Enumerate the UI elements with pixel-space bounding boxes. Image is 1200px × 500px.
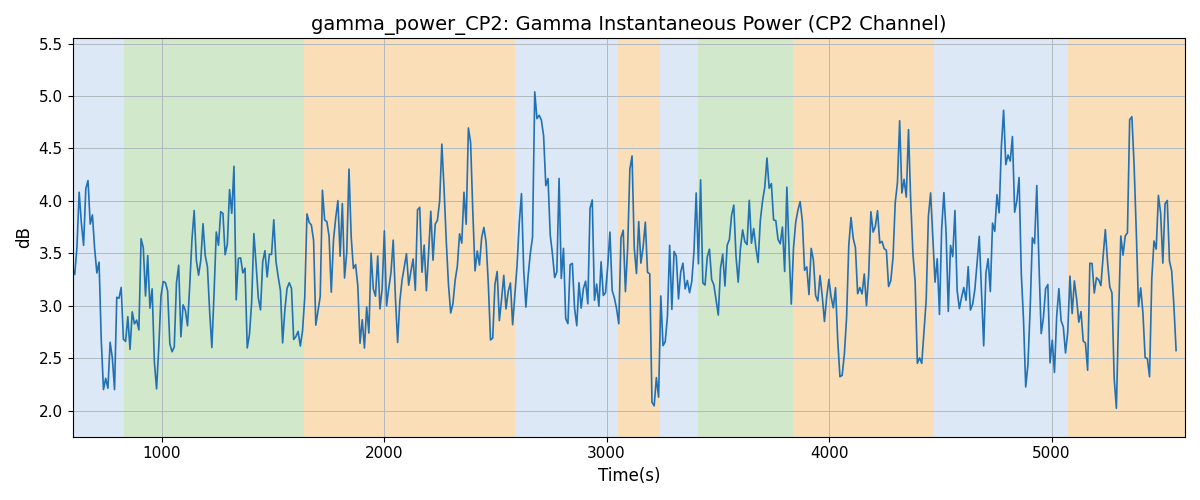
Title: gamma_power_CP2: Gamma Instantaneous Power (CP2 Channel): gamma_power_CP2: Gamma Instantaneous Pow…	[311, 15, 947, 35]
Bar	[124, 38, 304, 436]
Bar	[1068, 38, 1186, 436]
Bar	[697, 38, 793, 436]
Bar	[660, 38, 697, 436]
Bar	[618, 38, 660, 436]
Y-axis label: dB: dB	[14, 226, 32, 248]
X-axis label: Time(s): Time(s)	[598, 467, 660, 485]
Bar	[515, 38, 618, 436]
Bar	[793, 38, 934, 436]
Bar	[934, 38, 1068, 436]
Bar	[304, 38, 515, 436]
Bar	[72, 38, 124, 436]
